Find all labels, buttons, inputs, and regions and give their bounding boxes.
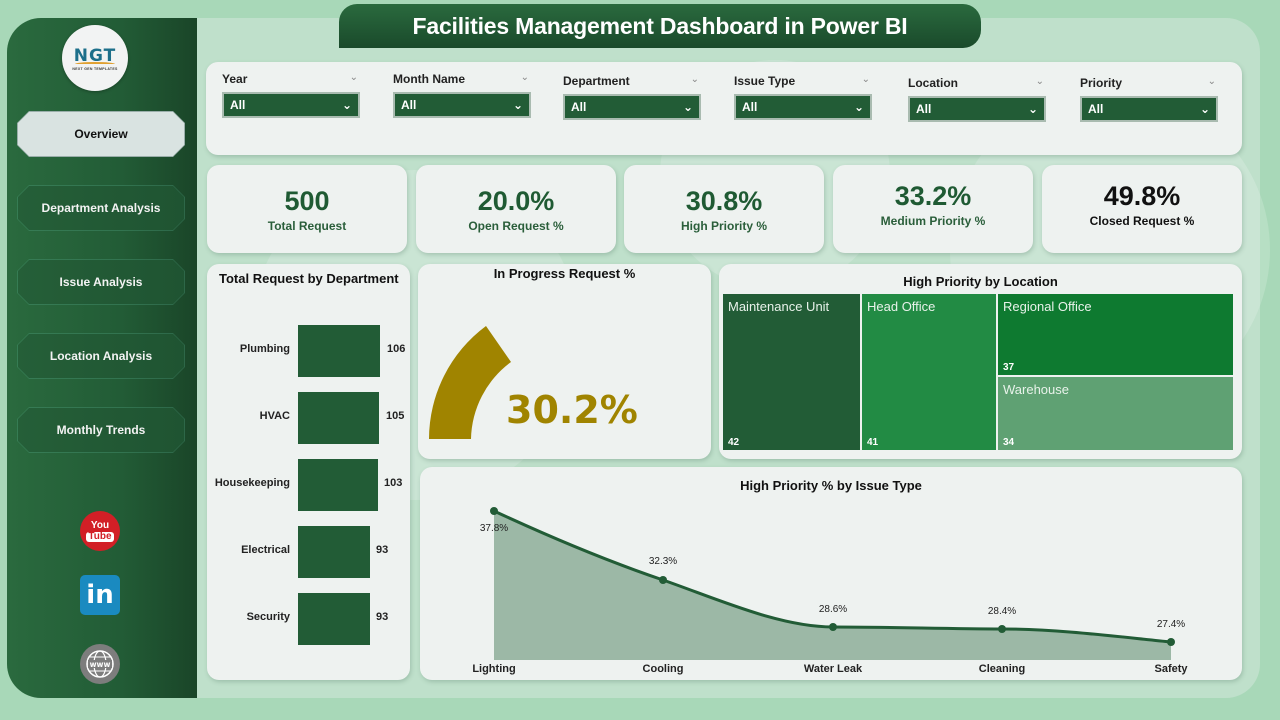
- in-progress-gauge: In Progress Request % 30.2%: [418, 264, 711, 459]
- gauge-value: 30.2%: [506, 388, 638, 432]
- data-label: 27.4%: [1156, 619, 1186, 630]
- treemap-head-office[interactable]: Head Office 41: [862, 294, 996, 450]
- data-point[interactable]: [998, 625, 1006, 633]
- kpi-total-request: 500 Total Request: [207, 165, 407, 253]
- kpi-open-request: 20.0% Open Request %: [416, 165, 616, 253]
- x-axis-label: Cooling: [642, 663, 684, 675]
- data-point[interactable]: [659, 576, 667, 584]
- data-label: 28.4%: [987, 606, 1017, 617]
- kpi-closed-request: 49.8% Closed Request %: [1042, 165, 1242, 253]
- treemap-maintenance-unit[interactable]: Maintenance Unit 42: [723, 294, 860, 450]
- year-dropdown[interactable]: All ⌄: [222, 92, 360, 118]
- issue-type-dropdown[interactable]: All ⌄: [734, 94, 872, 120]
- data-label: 32.3%: [648, 556, 678, 567]
- youtube-icon[interactable]: You Tube: [80, 511, 120, 551]
- treemap-regional-office[interactable]: Regional Office 37: [998, 294, 1233, 375]
- gauge-arc: [429, 326, 511, 439]
- sidebar-item-location-analysis[interactable]: Location Analysis: [17, 333, 185, 379]
- bar-electrical[interactable]: Electrical 93: [207, 526, 412, 578]
- chevron-down-icon: ⌄: [1199, 102, 1210, 116]
- sidebar-item-overview[interactable]: Overview: [17, 111, 185, 157]
- location-dropdown[interactable]: All ⌄: [908, 96, 1046, 122]
- linkedin-icon[interactable]: in: [80, 575, 120, 615]
- chevron-down-icon: ⌄: [341, 98, 352, 112]
- kpi-high-priority: 30.8% High Priority %: [624, 165, 824, 253]
- sidebar-item-department-analysis[interactable]: Department Analysis: [17, 185, 185, 231]
- chevron-down-icon: ⌄: [682, 100, 693, 114]
- issue-type-area-chart: High Priority % by Issue Type 37.8% 32.3…: [420, 467, 1242, 680]
- svg-text:www: www: [90, 660, 111, 669]
- filter-issue-type: Issue Type ⌄ All ⌄: [734, 74, 872, 120]
- logo-swoosh-icon: [75, 61, 115, 66]
- x-axis-label: Lighting: [472, 663, 516, 675]
- filter-year: Year ⌄ All ⌄: [222, 72, 360, 118]
- sidebar-item-issue-analysis[interactable]: Issue Analysis: [17, 259, 185, 305]
- chevron-down-icon[interactable]: ⌄: [1035, 76, 1044, 87]
- data-point[interactable]: [829, 623, 837, 631]
- data-point[interactable]: [490, 507, 498, 515]
- priority-dropdown[interactable]: All ⌄: [1080, 96, 1218, 122]
- data-point[interactable]: [1167, 638, 1175, 646]
- x-axis-label: Cleaning: [978, 663, 1026, 675]
- chevron-down-icon[interactable]: ⌄: [520, 72, 529, 83]
- x-axis-label: Water Leak: [803, 663, 863, 675]
- website-icon[interactable]: www: [80, 644, 120, 684]
- treemap-warehouse[interactable]: Warehouse 34: [998, 377, 1233, 450]
- chevron-down-icon[interactable]: ⌄: [861, 74, 870, 85]
- chevron-down-icon: ⌄: [1027, 102, 1038, 116]
- data-label: 28.6%: [818, 604, 848, 615]
- filter-month-name: Month Name ⌄ All ⌄: [393, 72, 531, 118]
- department-bar-chart: Total Request by Department Plumbing 106…: [207, 264, 410, 680]
- location-treemap: High Priority by Location Maintenance Un…: [719, 264, 1242, 459]
- page-title: Facilities Management Dashboard in Power…: [339, 4, 981, 48]
- x-axis-label: Safety: [1154, 663, 1188, 675]
- globe-icon: www: [86, 650, 114, 678]
- data-label: 37.8%: [479, 523, 509, 534]
- filter-department: Department ⌄ All ⌄: [563, 74, 701, 120]
- month-name-dropdown[interactable]: All ⌄: [393, 92, 531, 118]
- department-dropdown[interactable]: All ⌄: [563, 94, 701, 120]
- ngt-logo: NGT NEXT GEN TEMPLATES: [62, 25, 128, 91]
- bar-hvac[interactable]: HVAC 105: [207, 392, 412, 444]
- area-plot: [490, 507, 1175, 660]
- filter-location: Location ⌄ All ⌄: [908, 76, 1046, 122]
- bar-security[interactable]: Security 93: [207, 593, 412, 645]
- chevron-down-icon[interactable]: ⌄: [349, 72, 358, 83]
- chevron-down-icon: ⌄: [853, 100, 864, 114]
- filter-panel: Year ⌄ All ⌄ Month Name ⌄ All ⌄ Department…: [206, 62, 1242, 155]
- bar-plumbing[interactable]: Plumbing 106: [207, 325, 412, 377]
- bar-housekeeping[interactable]: Housekeeping 103: [207, 459, 412, 511]
- chevron-down-icon[interactable]: ⌄: [690, 74, 699, 85]
- filter-priority: Priority ⌄ All ⌄: [1080, 76, 1218, 122]
- chevron-down-icon[interactable]: ⌄: [1207, 76, 1216, 87]
- kpi-medium-priority: 33.2% Medium Priority %: [833, 165, 1033, 253]
- chevron-down-icon: ⌄: [512, 98, 523, 112]
- sidebar-item-monthly-trends[interactable]: Monthly Trends: [17, 407, 185, 453]
